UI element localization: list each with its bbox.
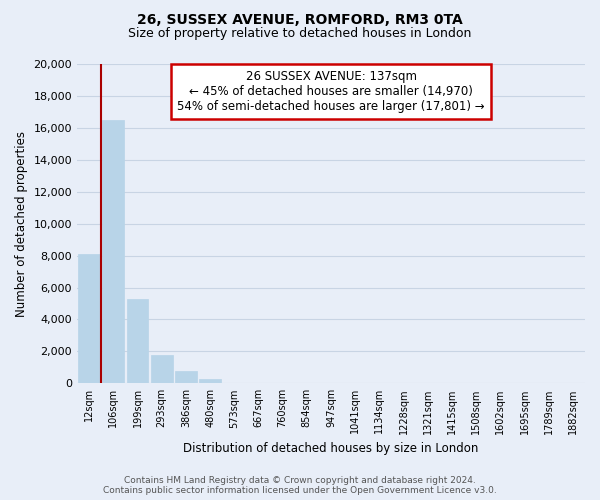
Y-axis label: Number of detached properties: Number of detached properties: [15, 130, 28, 316]
X-axis label: Distribution of detached houses by size in London: Distribution of detached houses by size …: [184, 442, 479, 455]
Text: 26, SUSSEX AVENUE, ROMFORD, RM3 0TA: 26, SUSSEX AVENUE, ROMFORD, RM3 0TA: [137, 12, 463, 26]
Bar: [199, 379, 221, 384]
Bar: [151, 354, 173, 384]
Bar: [127, 298, 148, 384]
Text: Size of property relative to detached houses in London: Size of property relative to detached ho…: [128, 28, 472, 40]
Bar: [78, 254, 100, 384]
Bar: [103, 120, 124, 384]
Text: Contains HM Land Registry data © Crown copyright and database right 2024.
Contai: Contains HM Land Registry data © Crown c…: [103, 476, 497, 495]
Text: 26 SUSSEX AVENUE: 137sqm
← 45% of detached houses are smaller (14,970)
54% of se: 26 SUSSEX AVENUE: 137sqm ← 45% of detach…: [177, 70, 485, 114]
Bar: [175, 372, 197, 384]
